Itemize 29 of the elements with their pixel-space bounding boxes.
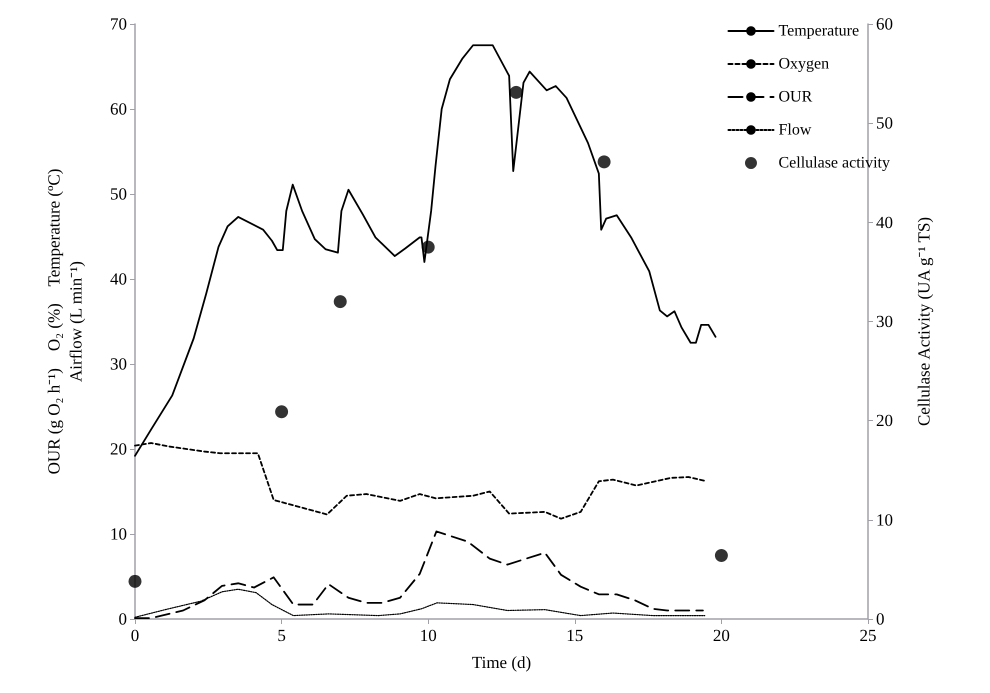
y-tick-label: 30 — [110, 354, 127, 374]
y2-tick-label: 50 — [876, 114, 893, 133]
x-tick-label: 5 — [277, 626, 286, 645]
y-tick-label: 60 — [110, 100, 127, 118]
y2-tick-label: 10 — [876, 510, 893, 530]
legend-label: Oxygen — [778, 56, 830, 72]
legend-label: Cellulase activity — [778, 154, 890, 172]
y-tick-label: 10 — [110, 524, 127, 544]
y2-tick-label: 20 — [876, 411, 893, 430]
x-tick-label: 25 — [860, 626, 876, 645]
y-axis-title: OUR (g O₂ h⁻¹) O₂ (%) Temperature (ºC) Airflow (L min⁻¹) — [44, 168, 86, 474]
legend-label: Flow — [778, 122, 812, 138]
x-tick-label: 0 — [130, 626, 140, 645]
y-tick-label: 70 — [110, 14, 127, 34]
y-tick-label: 50 — [110, 184, 127, 204]
x-axis-title: Time (d) — [472, 653, 532, 672]
y2-tick-label: 60 — [876, 14, 893, 34]
legend-label: Temperature — [778, 22, 860, 40]
y2-tick-label: 0 — [876, 610, 884, 628]
x-tick-label: 20 — [712, 626, 730, 645]
x-tick-label: 15 — [566, 626, 584, 645]
y2-axis-title: Cellulase Activity (UA g⁻¹ TS) — [914, 216, 934, 426]
legend-label: OUR — [778, 88, 813, 106]
y-tick-label: 20 — [110, 440, 127, 458]
y-tick-label: 0 — [118, 610, 127, 628]
y2-tick-label: 40 — [876, 212, 893, 232]
y2-tick-label: 30 — [876, 312, 893, 331]
x-tick-label: 10 — [420, 626, 437, 645]
y-tick-label: 40 — [110, 270, 127, 288]
